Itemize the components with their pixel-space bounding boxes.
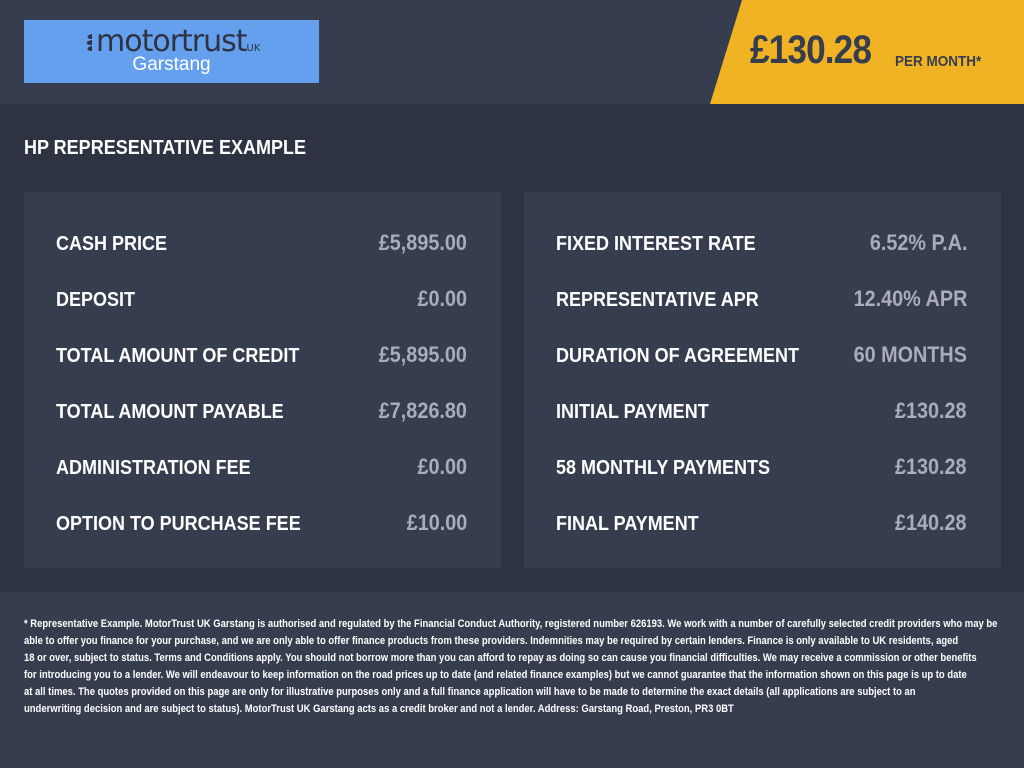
logo-brand: motortrustUK: [96, 24, 260, 59]
leaf-icon: [86, 34, 92, 51]
disclaimer-line: * Representative Example. MotorTrust UK …: [24, 618, 998, 630]
finance-value: 6.52% P.A.: [869, 230, 967, 255]
finance-row: DEPOSIT £0.00: [24, 276, 501, 332]
finance-label: FIXED INTEREST RATE: [556, 233, 756, 255]
finance-row: OPTION TO PURCHASE FEE £10.00: [24, 500, 501, 556]
disclaimer-line: underwriting decision and are subject to…: [24, 703, 734, 715]
finance-row: CASH PRICE £5,895.00: [24, 220, 501, 276]
finance-label: TOTAL AMOUNT OF CREDIT: [56, 345, 300, 367]
monthly-price: £130.28: [750, 28, 872, 72]
finance-value: 12.40% APR: [853, 286, 967, 311]
per-month-label: PER MONTH*: [895, 53, 982, 70]
finance-label: DURATION OF AGREEMENT: [556, 345, 799, 367]
finance-label: DEPOSIT: [56, 289, 136, 311]
finance-value: £10.00: [406, 510, 467, 535]
finance-row: 58 MONTHLY PAYMENTS £130.28: [524, 444, 1001, 500]
monthly-price-badge: £130.28 PER MONTH*: [710, 0, 1024, 104]
finance-details-right: FIXED INTEREST RATE 6.52% P.A. REPRESENTAT…: [524, 192, 1001, 568]
finance-value: £140.28: [895, 510, 967, 535]
logo[interactable]: motortrustUK Garstang: [24, 20, 319, 83]
header: motortrustUK Garstang £130.28 PER MONTH*: [0, 0, 1024, 104]
finance-row: ADMINISTRATION FEE £0.00: [24, 444, 501, 500]
disclaimer-line: able to offer you finance for your purch…: [24, 635, 959, 647]
finance-value: 60 MONTHS: [853, 342, 967, 367]
finance-value: £130.28: [895, 398, 967, 423]
finance-row: TOTAL AMOUNT OF CREDIT £5,895.00: [24, 332, 501, 388]
finance-label: ADMINISTRATION FEE: [56, 457, 251, 479]
finance-row: FINAL PAYMENT £140.28: [524, 500, 1001, 556]
finance-value: £7,826.80: [378, 398, 467, 423]
finance-row: FIXED INTEREST RATE 6.52% P.A.: [524, 220, 1001, 276]
disclaimer: * Representative Example. MotorTrust UK …: [0, 592, 1024, 768]
disclaimer-line: at all times. The quotes provided on thi…: [24, 686, 916, 698]
finance-label: TOTAL AMOUNT PAYABLE: [56, 401, 284, 423]
finance-value: £0.00: [417, 286, 467, 311]
finance-row: INITIAL PAYMENT £130.28: [524, 388, 1001, 444]
logo-brand-text: motortrust: [96, 24, 248, 59]
logo-brand-suffix: UK: [246, 43, 261, 54]
finance-value: £0.00: [417, 454, 467, 479]
finance-details-left: CASH PRICE £5,895.00 DEPOSIT £0.00 TOTAL AMO…: [24, 192, 501, 568]
finance-value: £5,895.00: [378, 230, 467, 255]
finance-label: FINAL PAYMENT: [556, 513, 699, 535]
finance-label: 58 MONTHLY PAYMENTS: [556, 457, 771, 479]
finance-label: INITIAL PAYMENT: [556, 401, 709, 423]
finance-label: OPTION TO PURCHASE FEE: [56, 513, 301, 535]
finance-value: £130.28: [895, 454, 967, 479]
logo-location: Garstang: [132, 54, 211, 75]
finance-row: REPRESENTATIVE APR 12.40% APR: [524, 276, 1001, 332]
finance-row: TOTAL AMOUNT PAYABLE £7,826.80: [24, 388, 501, 444]
finance-row: DURATION OF AGREEMENT 60 MONTHS: [524, 332, 1001, 388]
finance-label: CASH PRICE: [56, 233, 168, 255]
disclaimer-line: 18 or over, subject to status. Terms and…: [24, 652, 977, 664]
finance-label: REPRESENTATIVE APR: [556, 289, 759, 311]
finance-value: £5,895.00: [378, 342, 467, 367]
section-title: HP REPRESENTATIVE EXAMPLE: [24, 137, 307, 159]
disclaimer-line: for introducing you to a lender. We will…: [24, 669, 967, 681]
